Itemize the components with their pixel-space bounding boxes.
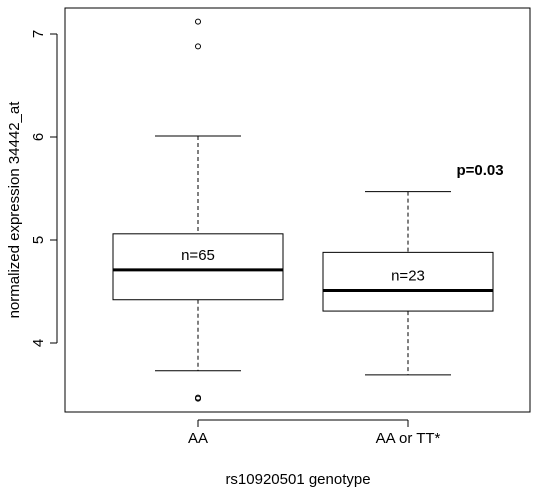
sample-size-label: n=23	[391, 267, 425, 284]
plot-area-frame	[64, 7, 531, 413]
y-tick-label: 6	[30, 133, 47, 141]
x-axis: AA AA or TT*	[188, 419, 441, 447]
p-value-annotation: p=0.03	[456, 162, 503, 179]
boxes-layer: n=65 n=23	[112, 18, 494, 402]
y-tick-label: 5	[30, 236, 47, 244]
outlier-point	[195, 18, 201, 25]
iqr-box	[322, 251, 494, 312]
box-2: n=23	[322, 191, 494, 376]
x-axis-label: rs10920501 genotype	[225, 471, 370, 488]
box-1: n=65	[112, 18, 284, 402]
outlier-point	[195, 394, 201, 401]
sample-size-label: n=65	[181, 247, 215, 264]
x-tick-label: AA	[188, 430, 208, 447]
outlier-point	[195, 43, 201, 50]
iqr-box	[112, 233, 284, 301]
y-axis-label: normalized expression 34442_at	[6, 101, 23, 319]
y-tick-label: 4	[30, 339, 47, 347]
y-axis: 4 5 6 7	[30, 30, 58, 347]
y-tick-label: 7	[30, 30, 47, 38]
x-tick-label: AA or TT*	[376, 430, 441, 447]
